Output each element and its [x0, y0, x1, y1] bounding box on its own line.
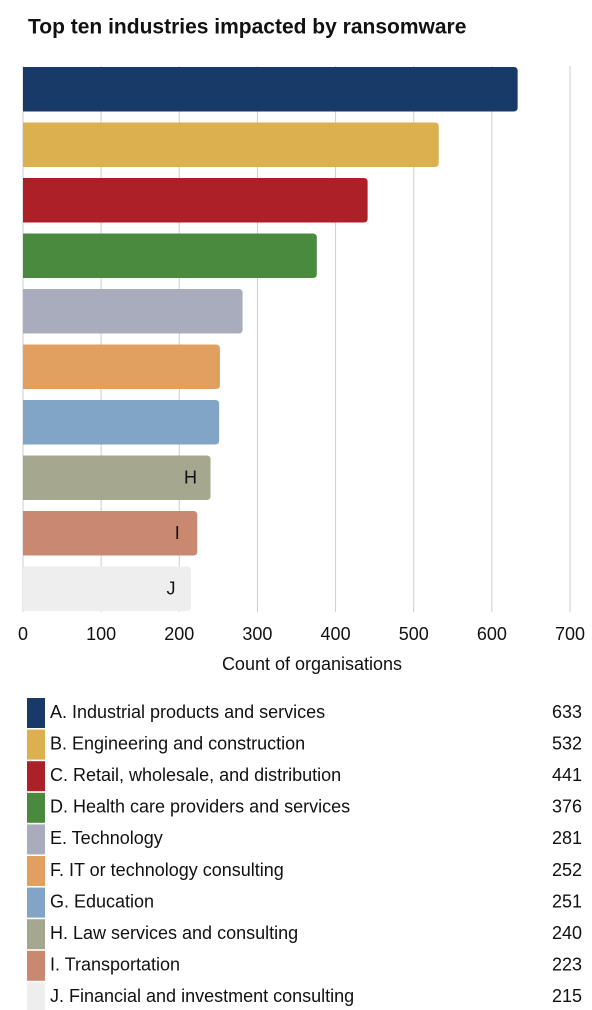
- bar: [23, 566, 192, 611]
- bar: [23, 67, 518, 112]
- value-label: 240: [552, 923, 582, 943]
- bar: [23, 511, 198, 556]
- bar-label: I: [175, 523, 180, 543]
- x-axis-label: Count of organisations: [222, 654, 402, 674]
- x-tick-label: 600: [477, 624, 507, 644]
- bar: [23, 233, 317, 278]
- legend-label: F. IT or technology consulting: [50, 860, 284, 880]
- x-tick-label: 700: [555, 624, 585, 644]
- legend-swatch: [27, 982, 45, 1010]
- value-label: 251: [552, 891, 582, 911]
- value-label: 532: [552, 733, 582, 753]
- legend-label: G. Education: [50, 891, 154, 911]
- value-label: 281: [552, 828, 582, 848]
- legend-swatch: [27, 919, 45, 950]
- legend-swatch: [27, 761, 45, 792]
- value-label: 376: [552, 797, 582, 817]
- legend-label: J. Financial and investment consulting: [50, 986, 354, 1006]
- x-tick-label: 200: [164, 624, 194, 644]
- value-label: 441: [552, 765, 582, 785]
- bar: [23, 122, 439, 167]
- legend-swatch: [27, 950, 45, 981]
- x-tick-label: 300: [242, 624, 272, 644]
- legend-swatch: [27, 824, 45, 855]
- legend-swatch: [27, 792, 45, 823]
- bar: [23, 344, 220, 389]
- legend-swatch: [27, 856, 45, 886]
- bar-label: H: [184, 468, 197, 488]
- legend-label: A. Industrial products and services: [50, 702, 325, 722]
- bar: [23, 289, 243, 334]
- value-label: 223: [552, 955, 582, 975]
- bar: [23, 178, 368, 223]
- x-tick-label: 500: [399, 624, 429, 644]
- legend-swatch: [27, 887, 45, 918]
- x-tick-label: 400: [321, 624, 351, 644]
- bar: [23, 400, 220, 445]
- legend-label: D. Health care providers and services: [50, 797, 350, 817]
- bar-label: J: [167, 579, 176, 599]
- legend-swatch: [27, 729, 45, 760]
- legend-label: I. Transportation: [50, 955, 180, 975]
- x-tick-label: 0: [18, 624, 28, 644]
- chart-title: Top ten industries impacted by ransomwar…: [28, 16, 466, 39]
- value-label: 215: [552, 986, 582, 1006]
- legend-label: B. Engineering and construction: [50, 733, 305, 753]
- value-label: 633: [552, 702, 582, 722]
- legend-label: E. Technology: [50, 828, 163, 848]
- legend-swatch: [27, 698, 45, 728]
- x-tick-label: 100: [86, 624, 116, 644]
- bar: [23, 455, 211, 500]
- legend-label: C. Retail, wholesale, and distribution: [50, 765, 341, 785]
- legend-label: H. Law services and consulting: [50, 923, 298, 943]
- value-label: 252: [552, 860, 582, 880]
